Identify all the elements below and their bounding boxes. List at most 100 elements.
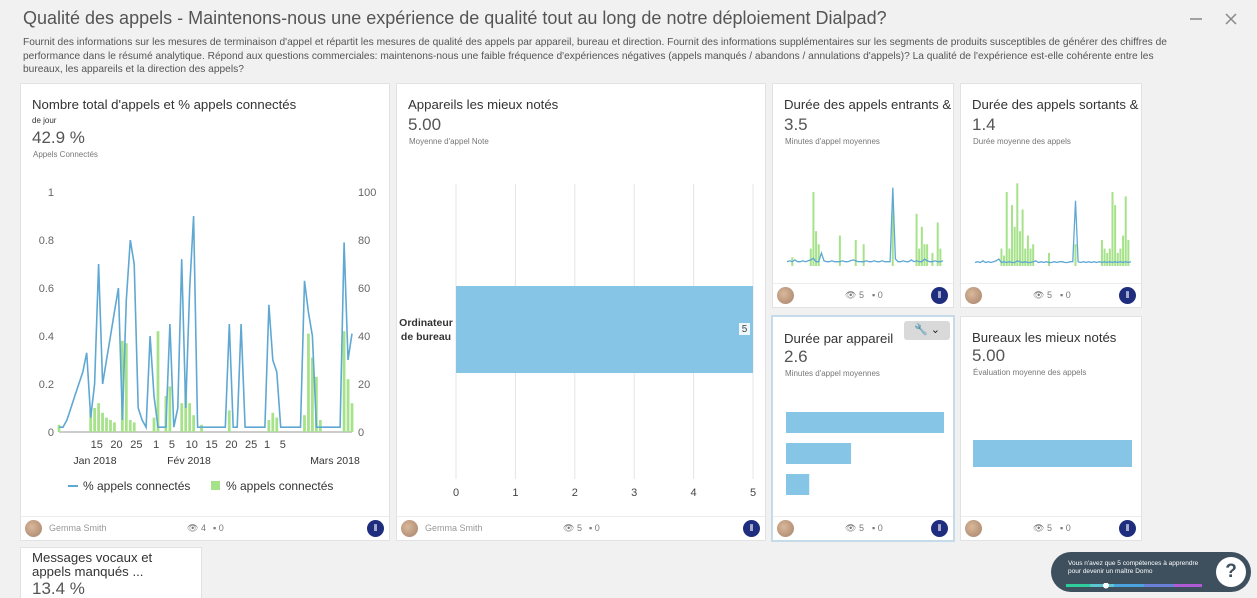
- views-value: 5: [576, 523, 582, 533]
- domo-logo-icon[interactable]: ⦀: [931, 520, 948, 537]
- comments-count[interactable]: ▪ 0: [872, 523, 883, 533]
- avatar[interactable]: [777, 520, 794, 537]
- outgoing-spark-chart[interactable]: [961, 169, 1141, 289]
- card-footer: Gemma Smith 👁 4 ▪ 0 ⦀: [21, 516, 389, 540]
- domo-logo-icon[interactable]: ⦀: [931, 287, 948, 304]
- y-right-tick-label: 100: [358, 187, 376, 199]
- bar-mark: [132, 422, 136, 432]
- bar-mark: [931, 252, 934, 266]
- avatar[interactable]: [401, 520, 418, 537]
- card-title: Messages vocaux et appels manqués ...: [32, 550, 153, 579]
- bar-mark: [303, 415, 306, 432]
- domo-logo-icon[interactable]: ⦀: [367, 520, 384, 537]
- bar-mark: [1000, 248, 1003, 266]
- bar-mark: [838, 235, 841, 266]
- x-month-label: Fév 2018: [167, 455, 211, 467]
- y-left-tick-label: 0.8: [39, 235, 54, 247]
- bar-mark: [456, 286, 753, 373]
- comment-icon: ▪: [1060, 523, 1064, 533]
- category-label: de bureau: [401, 331, 451, 343]
- offices-bar-chart[interactable]: [961, 397, 1141, 507]
- card-title: Durée des appels sortants &: [972, 97, 1139, 112]
- devices-bar-chart[interactable]: 0 1 2 3 4 5 5 Ordinateur de bureau: [397, 174, 765, 514]
- x-month-label: Mars 2018: [310, 455, 360, 467]
- bar-mark: [1127, 239, 1130, 266]
- bar-mark: [1106, 252, 1109, 266]
- chevron-down-icon: ⌄: [930, 324, 940, 336]
- bar-mark: [101, 412, 104, 432]
- card-duration-by-device[interactable]: 🔧 ⌄ Durée par appareil 2.6 Minutes d'app…: [771, 315, 955, 542]
- device-duration-bar-chart[interactable]: [773, 397, 953, 507]
- owner-name[interactable]: Gemma Smith: [49, 523, 107, 533]
- eye-icon: 👁: [1033, 290, 1045, 300]
- y-left-tick-label: 0: [48, 427, 54, 439]
- summary-label: Minutes d'appel moyennes: [785, 369, 880, 378]
- comments-count[interactable]: ▪ 0: [213, 523, 224, 533]
- bar-mark: [891, 205, 894, 266]
- summary-label: Durée moyenne des appels: [973, 137, 1071, 146]
- avatar[interactable]: [965, 520, 982, 537]
- bar-mark: [1122, 235, 1125, 266]
- bar-mark: [113, 422, 116, 432]
- comments-count[interactable]: ▪ 0: [1060, 290, 1071, 300]
- comments-count[interactable]: ▪ 0: [1060, 523, 1071, 533]
- card-total-calls[interactable]: Nombre total d'appels et % appels connec…: [20, 83, 390, 541]
- comments-count[interactable]: ▪ 0: [589, 523, 600, 533]
- avatar[interactable]: [965, 287, 982, 304]
- page-title: Qualité des appels - Maintenons-nous une…: [23, 8, 887, 28]
- bar-mark: [812, 192, 815, 266]
- x-tick-label: 1: [153, 439, 159, 451]
- comments-count[interactable]: ▪ 0: [872, 290, 883, 300]
- card-top-offices[interactable]: Bureaux les mieux notés 5.00 Évaluation …: [960, 316, 1142, 541]
- bar-mark: [920, 226, 923, 266]
- card-tools-button[interactable]: 🔧 ⌄: [904, 321, 950, 340]
- bar-mark: [815, 231, 818, 266]
- x-tick-label: 5: [280, 439, 286, 451]
- comments-value: 0: [1065, 290, 1071, 300]
- eye-icon: 👁: [1033, 523, 1045, 533]
- series-line: [59, 215, 353, 431]
- x-tick-label: 10: [186, 439, 198, 451]
- summary-value: 5.00: [972, 346, 1006, 365]
- card-outgoing-duration[interactable]: Durée des appels sortants & 1.4 Durée mo…: [960, 83, 1142, 308]
- bar-mark: [188, 403, 192, 432]
- incoming-spark-chart[interactable]: [773, 169, 953, 289]
- y-right-tick-label: 60: [358, 283, 370, 295]
- owner-name[interactable]: Gemma Smith: [425, 523, 483, 533]
- card-footer: Gemma Smith 👁 5 ▪ 0 ⦀: [397, 516, 765, 540]
- card-voicemail[interactable]: Messages vocaux et appels manqués ... 13…: [20, 547, 202, 598]
- close-icon[interactable]: [1222, 10, 1240, 28]
- card-title: Bureaux les mieux notés: [972, 330, 1117, 345]
- card-top-devices[interactable]: Appareils les mieux notés 5.00 Moyenne d…: [396, 83, 766, 541]
- summary-label: Appels Connectés: [33, 150, 98, 159]
- bar-mark: [271, 412, 275, 432]
- bar-mark: [227, 410, 231, 432]
- help-widget[interactable]: Vous n'avez que 5 compétences à apprendr…: [1051, 552, 1251, 592]
- legend-label: % appels connectés: [83, 479, 190, 493]
- y-left-tick-label: 0.6: [39, 283, 54, 295]
- domo-logo-icon[interactable]: ⦀: [1119, 520, 1136, 537]
- bar-mark: [786, 474, 810, 495]
- help-button[interactable]: ?: [1216, 557, 1246, 587]
- bar-mark: [89, 410, 93, 432]
- bar-mark: [1016, 183, 1019, 266]
- views-value: 4: [200, 523, 206, 533]
- bar-mark: [862, 244, 865, 266]
- x-tick-label: 4: [691, 487, 697, 499]
- domo-logo-icon[interactable]: ⦀: [743, 520, 760, 537]
- card-incoming-duration[interactable]: Durée des appels entrants & 3.5 Minutes …: [772, 83, 954, 308]
- bar-mark: [307, 333, 310, 432]
- avatar[interactable]: [25, 520, 42, 537]
- bar-mark: [275, 417, 279, 432]
- minimize-icon[interactable]: [1187, 10, 1205, 28]
- summary-value: 3.5: [784, 115, 808, 134]
- bar-mark: [184, 386, 188, 432]
- y-left-tick-label: 1: [48, 187, 54, 199]
- views-count: 👁 5: [845, 523, 864, 534]
- card-period: de jour: [32, 116, 57, 125]
- domo-logo-icon[interactable]: ⦀: [1119, 287, 1136, 304]
- bar-mark: [809, 248, 812, 266]
- avatar[interactable]: [777, 287, 794, 304]
- bar-mark: [1124, 196, 1127, 266]
